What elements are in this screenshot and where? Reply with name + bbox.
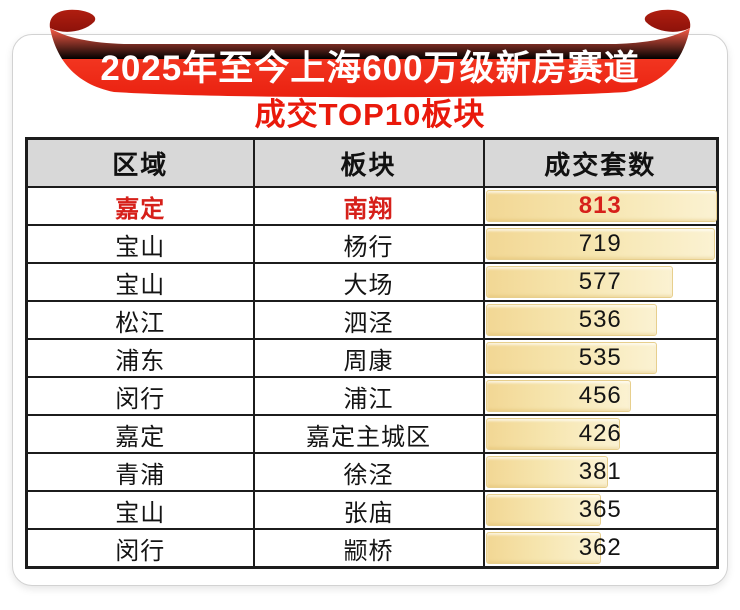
ribbon-fold-left xyxy=(49,9,96,32)
count-value: 426 xyxy=(578,420,622,447)
count-value: 813 xyxy=(578,192,622,219)
count-value: 362 xyxy=(578,534,622,561)
count-value: 456 xyxy=(578,382,622,409)
region-cell: 宝山 xyxy=(25,262,255,302)
region-cell: 青浦 xyxy=(25,452,255,492)
table-row: 青浦 徐泾 381 xyxy=(25,452,719,492)
table-row: 闵行 浦江 456 xyxy=(25,376,719,416)
ribbon-body xyxy=(50,28,690,98)
table-row: 宝山 大场 577 xyxy=(25,262,719,302)
region-cell: 嘉定 xyxy=(25,414,255,454)
title-ribbon: 2025年至今上海600万级新房赛道 xyxy=(40,4,700,98)
table-row: 浦东 周康 535 xyxy=(25,338,719,378)
region-cell: 嘉定 xyxy=(25,186,255,226)
count-bar xyxy=(485,228,715,260)
count-bar xyxy=(485,190,717,222)
count-value: 577 xyxy=(578,268,622,295)
count-cell: 381 xyxy=(482,452,719,492)
column-header-count: 成交套数 xyxy=(482,137,719,188)
column-header-sector: 板块 xyxy=(252,137,485,188)
header-row: 区域 板块 成交套数 xyxy=(25,137,719,188)
count-cell: 456 xyxy=(482,376,719,416)
count-cell: 362 xyxy=(482,528,719,569)
count-value: 381 xyxy=(578,458,622,485)
table-row: 松江 泗泾 536 xyxy=(25,300,719,340)
sector-cell: 大场 xyxy=(252,262,485,302)
count-bar xyxy=(485,380,632,412)
count-bar xyxy=(485,494,602,526)
count-cell: 426 xyxy=(482,414,719,454)
table-row: 嘉定 南翔 813 xyxy=(25,186,719,226)
table-row: 宝山 杨行 719 xyxy=(25,224,719,264)
count-bar xyxy=(485,304,657,336)
region-cell: 宝山 xyxy=(25,490,255,530)
count-bar xyxy=(485,418,620,450)
count-cell: 577 xyxy=(482,262,719,302)
region-cell: 松江 xyxy=(25,300,255,340)
region-cell: 浦东 xyxy=(25,338,255,378)
sector-cell: 周康 xyxy=(252,338,485,378)
table-row: 嘉定 嘉定主城区 426 xyxy=(25,414,719,454)
count-cell: 719 xyxy=(482,224,719,264)
count-cell: 535 xyxy=(482,338,719,378)
table-row: 宝山 张庙 365 xyxy=(25,490,719,530)
sector-cell: 颛桥 xyxy=(252,528,485,569)
count-value: 719 xyxy=(578,230,622,257)
count-value: 536 xyxy=(578,306,622,333)
sector-cell: 南翔 xyxy=(252,186,485,226)
ribbon-shape xyxy=(49,9,691,98)
sector-cell: 浦江 xyxy=(252,376,485,416)
count-value: 365 xyxy=(578,496,622,523)
sector-cell: 嘉定主城区 xyxy=(252,414,485,454)
count-bar xyxy=(485,532,602,564)
page-subtitle: 成交TOP10板块 xyxy=(254,97,486,132)
count-cell: 536 xyxy=(482,300,719,340)
count-cell: 813 xyxy=(482,186,719,226)
sector-cell: 徐泾 xyxy=(252,452,485,492)
table-row: 闵行 颛桥 362 xyxy=(25,528,719,569)
count-bar xyxy=(485,456,609,488)
sector-cell: 杨行 xyxy=(252,224,485,264)
count-cell: 365 xyxy=(482,490,719,530)
sector-cell: 张庙 xyxy=(252,490,485,530)
count-bar xyxy=(485,342,657,374)
column-header-region: 区域 xyxy=(25,137,255,188)
count-value: 535 xyxy=(578,344,622,371)
region-cell: 闵行 xyxy=(25,376,255,416)
region-cell: 闵行 xyxy=(25,528,255,569)
top10-table: 区域 板块 成交套数 嘉定 南翔 813 宝山 杨行 719 宝山 大场 577… xyxy=(25,137,719,569)
sector-cell: 泗泾 xyxy=(252,300,485,340)
count-bar xyxy=(485,266,673,298)
region-cell: 宝山 xyxy=(25,224,255,264)
ribbon-fold-right xyxy=(644,9,691,32)
page-title: 2025年至今上海600万级新房赛道 xyxy=(100,49,640,88)
